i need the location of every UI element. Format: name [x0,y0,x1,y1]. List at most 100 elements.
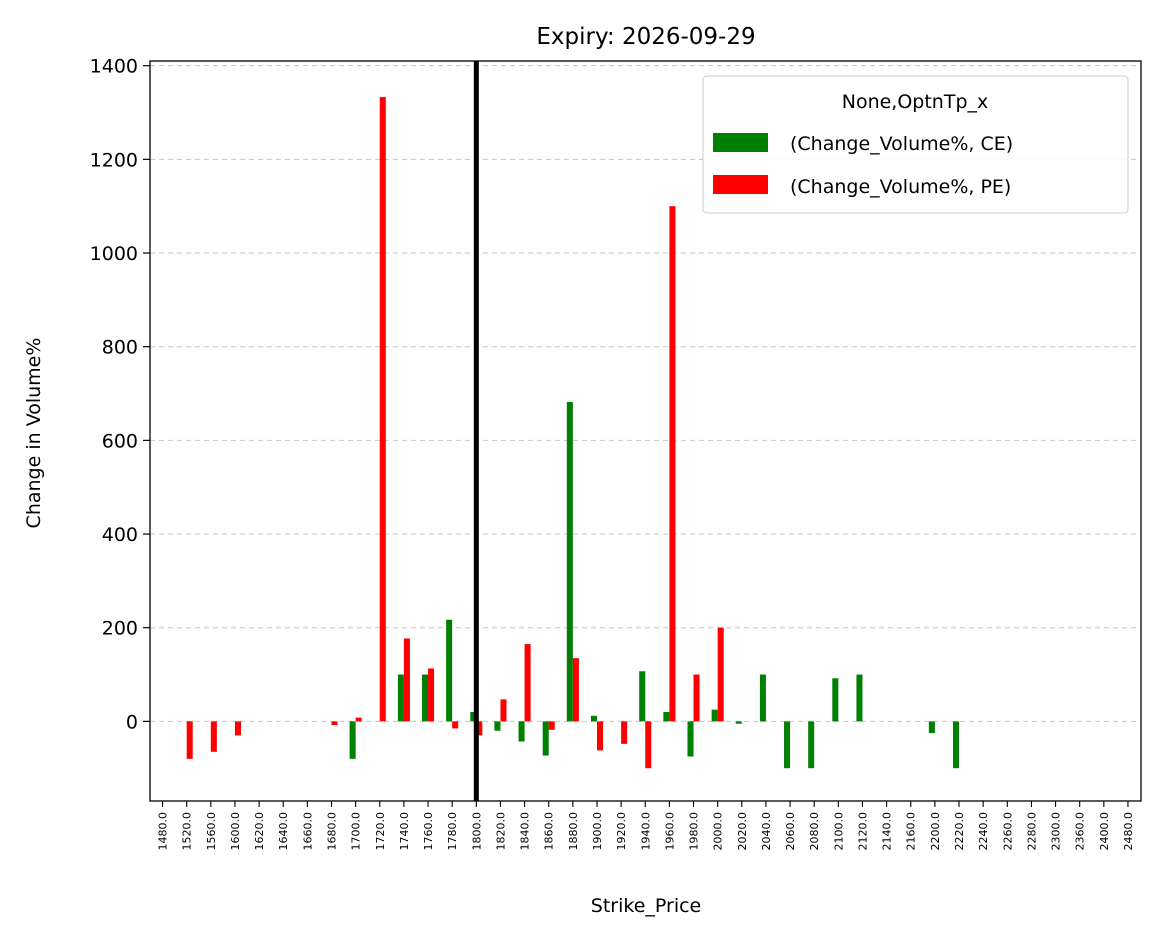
x-tick-label: 1820.0 [494,812,507,851]
bar-pe-1860.0 [548,721,555,730]
bar-pe-1920.0 [621,721,628,744]
bar-ce-1980.0 [687,721,694,757]
bar-pe-2000.0 [717,627,724,722]
bar-ce-1880.0 [566,401,573,722]
bar-pe-1960.0 [669,206,676,722]
bar-pe-1900.0 [596,721,604,751]
bar-ce-2200.0 [928,721,935,734]
x-tick-label: 1560.0 [205,812,218,851]
x-tick-label: 2300.0 [1050,812,1063,851]
x-tick-label: 2360.0 [1074,812,1087,851]
legend-title: None,OptnTp_x [842,91,989,113]
y-tick-label: 800 [102,337,138,359]
x-tick-label: 2160.0 [905,812,918,851]
bar-ce-2220.0 [952,721,960,769]
x-tick-label: 1600.0 [229,812,242,851]
bar-ce-1940.0 [639,671,646,722]
bar-ce-1860.0 [542,721,549,756]
y-tick-label: 0 [126,711,138,733]
x-tick-label: 2060.0 [784,812,797,851]
bar-pe-1600.0 [234,721,241,736]
y-tick-label: 400 [102,524,138,546]
y-tick-label: 1400 [90,56,138,78]
x-axis-label: Strike_Price [591,895,701,917]
legend: None,OptnTp_x (Change_Volume%, CE) (Chan… [702,75,1129,214]
y-tick-label: 600 [102,430,138,452]
legend-label-pe: (Change_Volume%, PE) [790,176,1011,198]
x-tick-label: 2260.0 [1001,812,1014,851]
x-tick-label: 1880.0 [567,812,580,851]
bar-ce-2120.0 [856,674,863,722]
x-tick-label: 1480.0 [157,812,170,851]
legend-label-ce: (Change_Volume%, CE) [790,133,1013,155]
bar-pe-1940.0 [645,721,652,769]
x-tick-label: 1800.0 [470,812,483,851]
bar-pe-1820.0 [500,699,507,722]
y-tick-label: 200 [102,618,138,640]
bars [186,97,960,769]
x-tick-label: 2140.0 [881,812,894,851]
x-tick-label: 1680.0 [325,812,338,851]
x-tick-label: 1860.0 [543,812,556,851]
bar-pe-1760.0 [428,668,435,722]
x-tick-label: 1620.0 [253,812,266,851]
x-tick-label: 2200.0 [929,812,942,851]
bar-ce-2080.0 [808,721,815,769]
bar-ce-1900.0 [590,715,597,722]
bar-ce-2000.0 [711,709,718,722]
x-tick-label: 2080.0 [808,812,821,851]
bar-pe-1780.0 [452,721,459,729]
x-tick-label: 2400.0 [1098,812,1111,851]
y-gridlines [150,65,1141,722]
bar-ce-2100.0 [832,678,839,722]
legend-swatch-ce [713,133,768,152]
x-tick-label: 2220.0 [953,812,966,851]
x-tick-label: 1780.0 [446,812,459,851]
bar-ce-1780.0 [446,619,453,722]
bar-pe-1800.0 [476,721,483,736]
x-tick-label: 1760.0 [422,812,435,851]
x-tick-label: 2000.0 [712,812,725,851]
legend-swatch-pe [713,175,768,194]
bar-pe-1740.0 [403,638,410,722]
x-tick-label: 2120.0 [856,812,869,851]
bar-ce-1740.0 [397,674,404,722]
x-tick-label: 1840.0 [519,812,532,851]
legend-box [702,75,1129,214]
bar-pe-1720.0 [379,97,386,722]
bar-pe-1840.0 [524,644,531,722]
bar-pe-1980.0 [693,674,700,722]
bar-ce-1820.0 [494,721,501,731]
bar-ce-2040.0 [759,674,766,722]
x-tick-label: 2040.0 [760,812,773,851]
x-tick-label: 2100.0 [832,812,845,851]
y-axis-label: Change in Volume% [23,338,45,529]
x-tick-label: 1900.0 [591,812,604,851]
bar-pe-1700.0 [355,717,362,722]
y-axis-ticks: 0 200 400 600 800 1000 1200 1400 [90,56,150,733]
bar-ce-1700.0 [349,721,356,759]
bar-pe-1520.0 [186,721,193,759]
x-tick-label: 2020.0 [736,812,749,851]
bar-pe-1880.0 [572,658,579,722]
x-tick-label: 2240.0 [977,812,990,851]
x-tick-label: 2480.0 [1122,812,1135,851]
bar-ce-1800.0 [470,712,477,722]
bar-pe-1560.0 [210,721,217,752]
bar-ce-1840.0 [518,721,525,742]
bar-pe-1680.0 [331,721,338,726]
bar-ce-2020.0 [735,721,742,724]
bar-ce-1960.0 [663,712,670,722]
x-tick-label: 1940.0 [639,812,652,851]
x-tick-label: 1660.0 [301,812,314,851]
x-tick-label: 1920.0 [615,812,628,851]
x-tick-label: 1720.0 [374,812,387,851]
x-axis-ticks: 1480.0 1520.0 1560.0 1600.0 1620.0 1640.0 1660… [157,801,1135,851]
x-tick-label: 2280.0 [1025,812,1038,851]
bar-ce-2060.0 [784,721,791,769]
y-tick-label: 1200 [90,149,138,171]
chart-title: Expiry: 2026-09-29 [536,24,755,50]
x-tick-label: 1640.0 [277,812,290,851]
x-tick-label: 1740.0 [398,812,411,851]
